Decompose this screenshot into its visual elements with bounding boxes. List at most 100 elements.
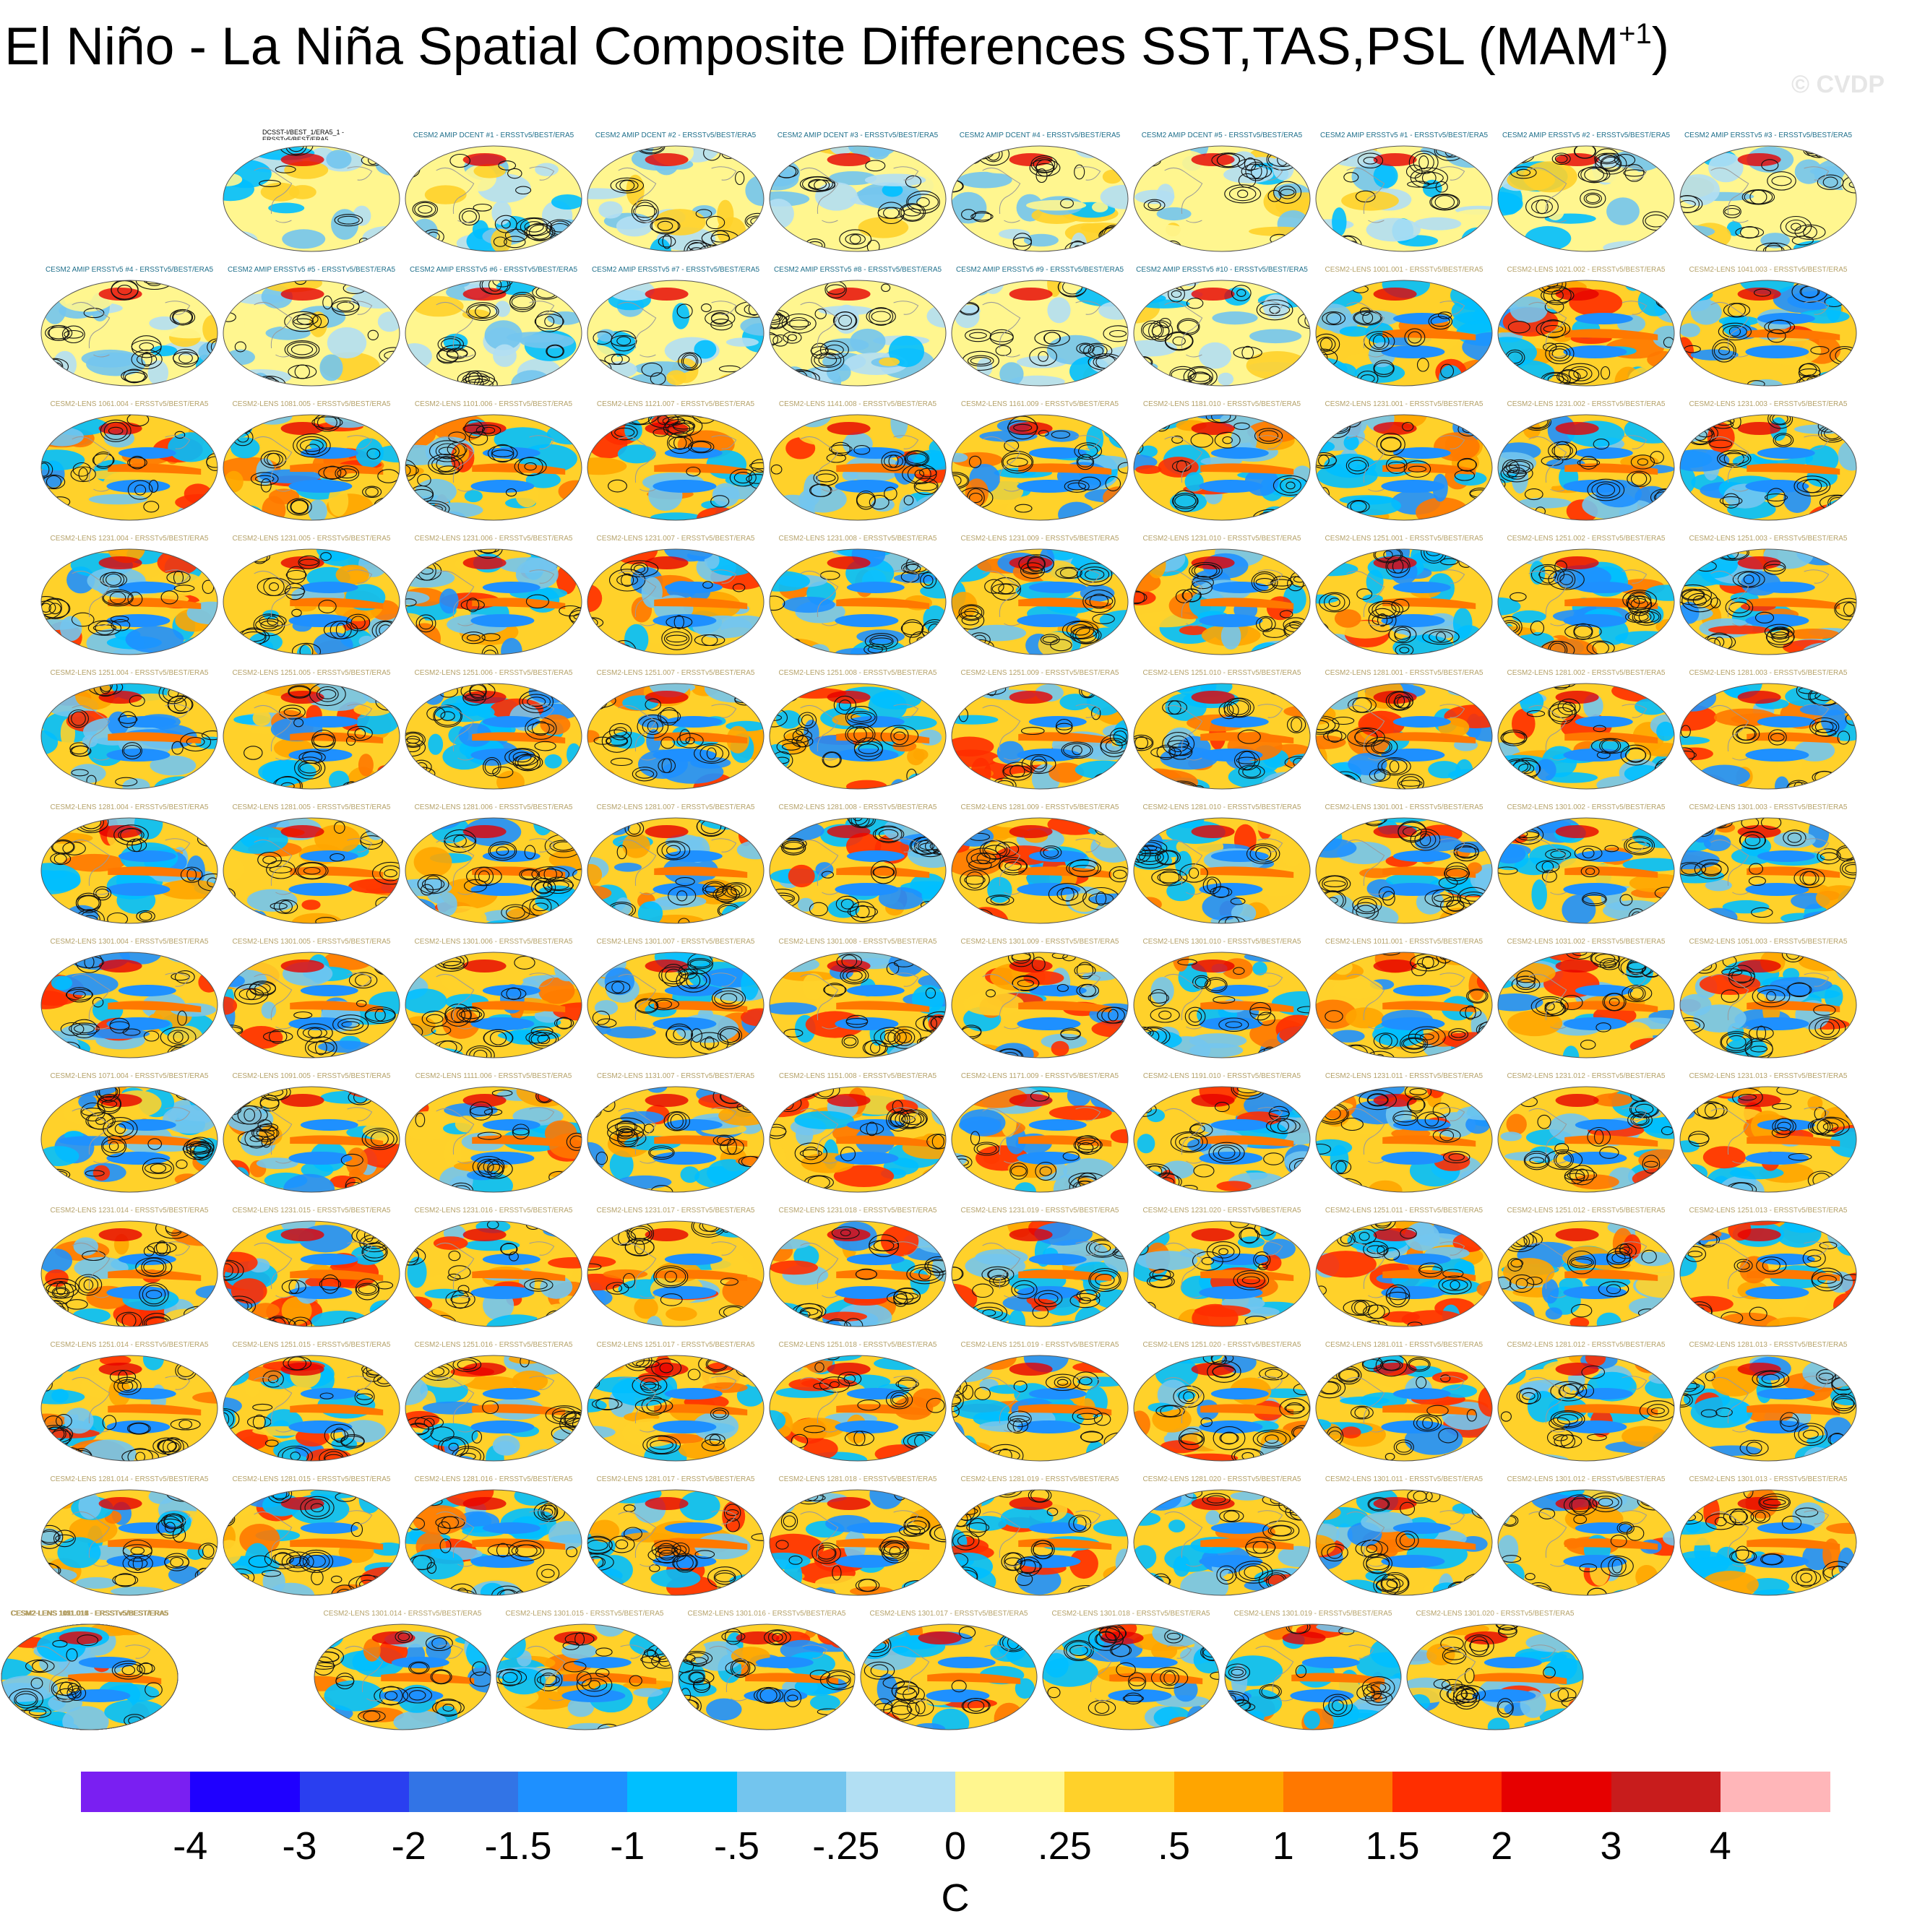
psl-contour <box>1256 299 1293 321</box>
psl-contour <box>369 913 400 923</box>
psl-contour <box>1526 710 1546 717</box>
psl-contour <box>1168 743 1193 760</box>
psl-contour <box>1246 843 1280 865</box>
psl-contour <box>1316 452 1337 469</box>
anomaly-patch <box>1693 1004 1747 1033</box>
anomaly-patch <box>377 765 392 778</box>
land-warming-patch <box>280 288 324 301</box>
map-panel-title: CESM2-LENS 1251.001 - ERSSTv5/BEST/ERA5 <box>1325 535 1483 543</box>
psl-contour <box>546 344 564 358</box>
psl-contour <box>350 616 366 629</box>
psl-contour <box>323 465 342 480</box>
psl-contour <box>1711 818 1728 828</box>
map-outline <box>587 414 765 521</box>
psl-contour <box>1524 683 1536 691</box>
anomaly-patch <box>1512 708 1536 739</box>
psl-contour <box>1079 343 1092 353</box>
psl-contour <box>491 449 514 457</box>
anomaly-patch <box>993 1043 1034 1058</box>
map-outline <box>587 280 765 387</box>
psl-contour <box>890 1113 906 1126</box>
psl-contour <box>100 572 128 587</box>
psl-contour <box>173 310 193 324</box>
map-panel: CESM2-LENS 1191.010 - ERSSTv5/BEST/ERA5 <box>1132 1072 1312 1195</box>
psl-contour <box>1117 462 1128 474</box>
psl-contour <box>1007 420 1038 435</box>
psl-contour <box>1388 626 1417 644</box>
equatorial-pacific-warming <box>836 866 930 878</box>
psl-contour <box>524 845 536 860</box>
psl-contour <box>1223 697 1254 718</box>
psl-contour <box>193 1144 210 1158</box>
map-panel: CESM2-LENS 1021.002 - ERSSTv5/BEST/ERA5 <box>1497 266 1676 389</box>
psl-contour <box>1344 415 1360 423</box>
psl-contour <box>1766 991 1776 1001</box>
coastline <box>618 838 737 895</box>
psl-contour <box>1192 575 1214 590</box>
psl-contour <box>1354 728 1378 746</box>
psl-contour <box>196 952 209 959</box>
subtropical-cooling <box>1757 313 1815 324</box>
psl-contour <box>810 346 829 355</box>
psl-contour <box>1680 725 1691 738</box>
anomaly-patch <box>1110 1129 1128 1144</box>
anomaly-patch <box>952 1044 981 1058</box>
psl-contour <box>259 179 281 187</box>
psl-contour <box>1680 199 1696 209</box>
psl-contour <box>431 456 460 473</box>
psl-contour <box>244 1129 269 1149</box>
psl-contour <box>1066 621 1095 639</box>
psl-contour <box>587 280 606 288</box>
psl-contour <box>292 314 314 329</box>
psl-contour <box>587 1097 599 1110</box>
psl-contour <box>1060 1027 1081 1040</box>
anomaly-patch <box>888 952 924 977</box>
map-outline <box>1133 683 1311 790</box>
subtropical-cooling <box>106 480 171 493</box>
equatorial-pacific-warming <box>290 463 384 475</box>
map-panel-title: CESM2 AMIP DCENT #2 - ERSSTv5/BEST/ERA5 <box>595 131 757 139</box>
psl-contour <box>983 845 1006 855</box>
psl-contour <box>1363 157 1378 165</box>
psl-contour <box>405 465 411 477</box>
anomaly-patch <box>1108 1178 1128 1192</box>
psl-contour <box>405 731 426 748</box>
psl-contour <box>474 378 484 386</box>
psl-contour <box>1172 336 1186 346</box>
anomaly-patch <box>1080 223 1127 233</box>
global-map <box>587 280 765 387</box>
subtropical-cooling <box>1381 1017 1445 1030</box>
psl-contour <box>1108 1009 1119 1022</box>
psl-contour <box>1751 907 1773 918</box>
psl-contour <box>83 308 105 319</box>
psl-contour <box>1558 368 1579 384</box>
anomaly-patch <box>827 899 860 918</box>
map-outline <box>223 1086 400 1193</box>
psl-contour <box>961 615 979 626</box>
psl-contour <box>801 176 833 192</box>
psl-contour <box>772 379 788 386</box>
psl-contour <box>1020 562 1046 579</box>
map-outline <box>223 817 400 924</box>
psl-contour <box>1244 158 1257 171</box>
psl-contour <box>1055 566 1082 579</box>
psl-contour <box>1538 569 1557 579</box>
psl-contour <box>1353 311 1382 325</box>
map-outline <box>951 414 1129 521</box>
psl-contour <box>290 344 314 355</box>
psl-contour <box>1680 683 1696 689</box>
subtropical-cooling <box>653 1017 717 1030</box>
map-panel: CESM2-LENS 1051.003 - ERSSTv5/BEST/ERA5 <box>1679 938 1858 1061</box>
anomaly-patch <box>328 770 350 789</box>
psl-contour <box>1408 331 1422 344</box>
psl-contour <box>1582 848 1595 859</box>
coastline <box>72 435 191 492</box>
psl-contour <box>1369 333 1390 350</box>
anomaly-patch <box>1775 776 1789 789</box>
psl-contour <box>354 728 366 739</box>
psl-contour <box>246 146 257 150</box>
map-panel-title: CESM2-LENS 1301.007 - ERSSTv5/BEST/ERA5 <box>596 938 755 946</box>
psl-contour <box>1030 755 1048 773</box>
psl-contour <box>750 952 764 963</box>
anomaly-patch <box>415 478 457 504</box>
